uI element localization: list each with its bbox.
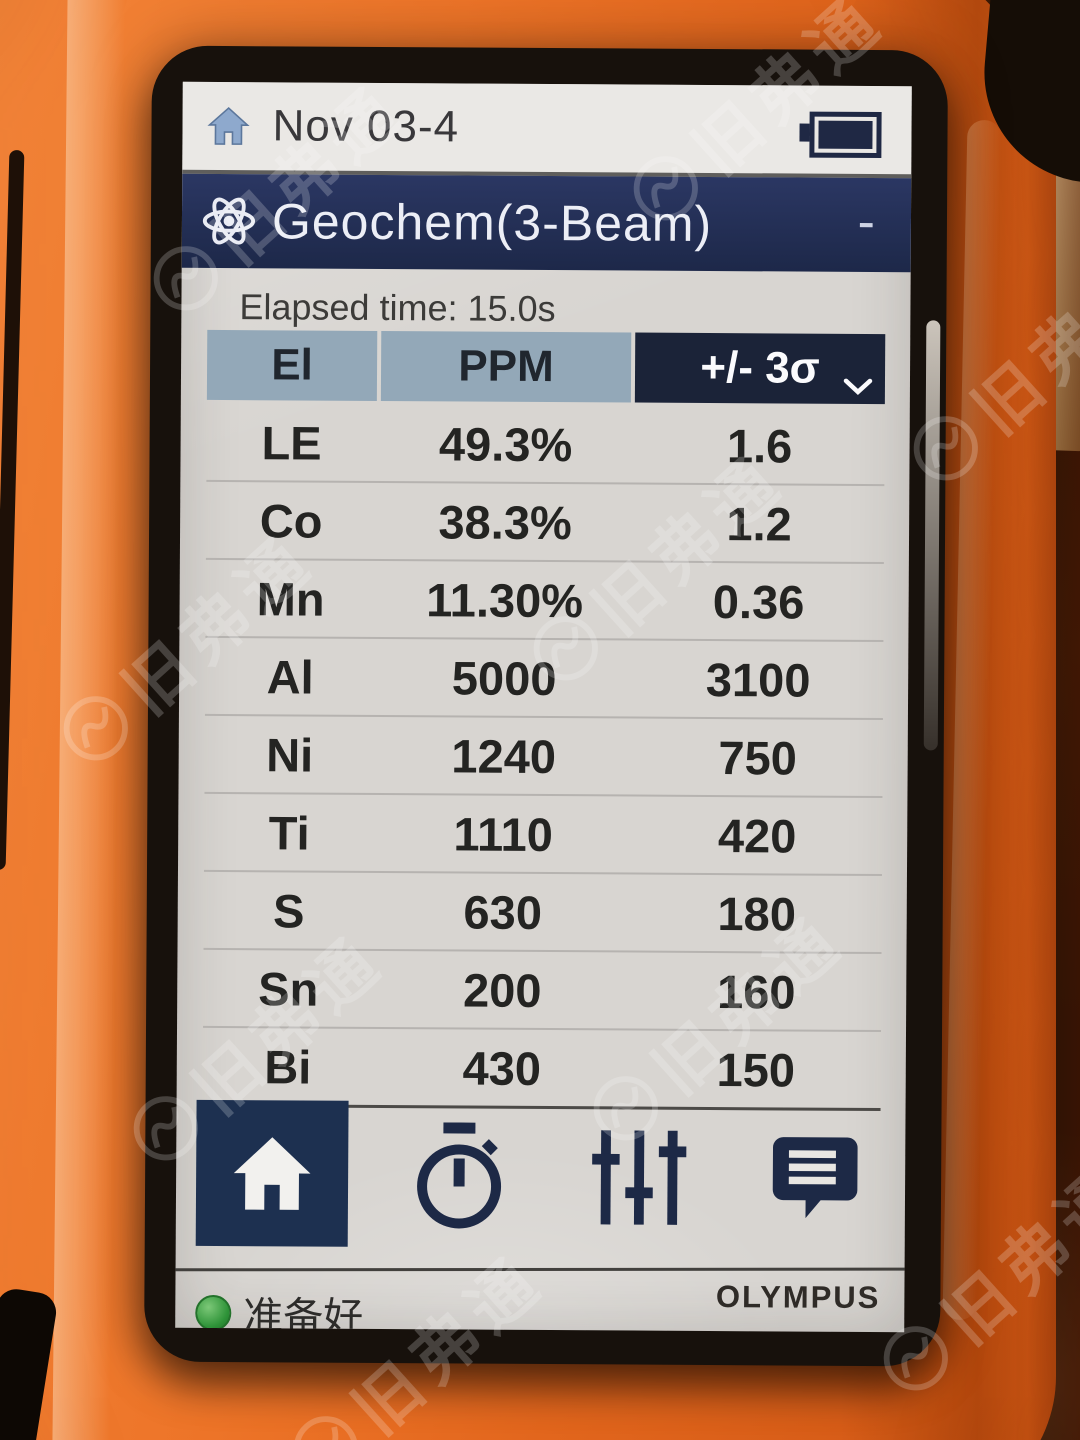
table-row[interactable]: LE 49.3% 1.6 [206, 403, 885, 487]
table-row[interactable]: Mn 11.30% 0.36 [205, 559, 884, 643]
ppm-cell: 200 [462, 962, 542, 1017]
status-led-icon [195, 1294, 232, 1332]
results-table-header: El PPM +/- 3σ [206, 329, 886, 405]
ppm-cell: 5000 [451, 650, 557, 705]
reading-date-label: Nov 03-4 [272, 101, 460, 152]
nav-timer-button[interactable] [406, 1121, 517, 1232]
column-header-sigma-label: +/- 3σ [700, 342, 820, 393]
table-row[interactable]: Co 38.3% 1.2 [205, 481, 885, 565]
element-cell: Co [259, 493, 323, 548]
ppm-cell: 430 [462, 1040, 542, 1095]
mode-title: Geochem(3-Beam) [271, 193, 713, 253]
home-icon[interactable] [204, 102, 252, 150]
table-row[interactable]: Ti 1110 420 [203, 793, 883, 877]
minimize-button[interactable]: - [857, 192, 876, 251]
ppm-cell: 49.3% [438, 416, 573, 471]
sigma-cell: 420 [717, 808, 797, 863]
sigma-cell: 150 [716, 1042, 796, 1097]
element-cell: Ti [268, 805, 310, 860]
status-bar: Nov 03-4 [182, 81, 912, 179]
sigma-cell: 750 [718, 730, 798, 785]
ready-status-label: 准备好 [243, 1295, 364, 1333]
battery-level [818, 120, 873, 149]
home-icon [233, 1137, 311, 1210]
table-row[interactable]: Bi 430 150 [203, 1028, 881, 1108]
element-cell: LE [261, 415, 322, 470]
column-header-ppm[interactable]: PPM [380, 330, 632, 403]
column-header-sigma[interactable]: +/- 3σ [634, 332, 886, 405]
title-bar: Geochem(3-Beam) - [181, 173, 912, 273]
ppm-cell: 1110 [453, 806, 554, 861]
element-cell: Al [266, 649, 314, 704]
sigma-cell: 180 [717, 886, 797, 941]
bezel-reflection [923, 320, 941, 751]
element-cell: S [272, 883, 305, 938]
table-row[interactable]: Sn 200 160 [203, 949, 882, 1033]
results-table-body: LE 49.3% 1.6 Co 38.3% 1.2 Mn 11.30% 0.36… [202, 403, 885, 1112]
atom-method-icon [202, 197, 256, 245]
sigma-cell: 160 [716, 964, 796, 1019]
ppm-cell: 38.3% [438, 494, 572, 549]
sigma-cell: 3100 [705, 652, 811, 707]
ppm-cell: 1240 [451, 728, 557, 783]
sigma-cell: 0.36 [712, 574, 805, 629]
column-header-element[interactable]: El [206, 329, 378, 401]
table-row[interactable]: Al 5000 3100 [204, 637, 884, 721]
chevron-down-icon[interactable] [843, 378, 873, 396]
analyzer-screen: Nov 03-4 Geochem(3-Beam) - [175, 81, 912, 1333]
ppm-cell: 630 [463, 885, 543, 939]
element-cell: Mn [256, 571, 325, 626]
table-row[interactable]: S 630 180 [203, 871, 882, 955]
table-row[interactable]: Ni 1240 750 [204, 715, 883, 799]
battery-terminal [799, 123, 810, 142]
footer-divider [175, 1267, 905, 1272]
element-cell: Ni [266, 727, 314, 782]
chat-icon [772, 1137, 858, 1219]
nav-notes-button[interactable] [760, 1123, 871, 1234]
ready-status: 准备好 [195, 1284, 363, 1332]
element-cell: Bi [264, 1039, 312, 1094]
elapsed-time-label: Elapsed time: 15.0s [239, 286, 556, 330]
ppm-cell: 11.30% [426, 572, 584, 627]
stopwatch-icon [417, 1122, 502, 1229]
sigma-cell: 1.2 [726, 496, 792, 550]
brand-wordmark: OLYMPUS [715, 1279, 881, 1316]
sigma-cell: 1.6 [726, 418, 793, 472]
nav-home-button[interactable] [195, 1099, 349, 1247]
battery-icon [799, 111, 882, 159]
screen-bezel: Nov 03-4 Geochem(3-Beam) - [143, 45, 949, 1367]
element-cell: Sn [258, 961, 319, 1016]
nav-settings-button[interactable] [584, 1122, 695, 1233]
sliders-icon [592, 1130, 687, 1225]
